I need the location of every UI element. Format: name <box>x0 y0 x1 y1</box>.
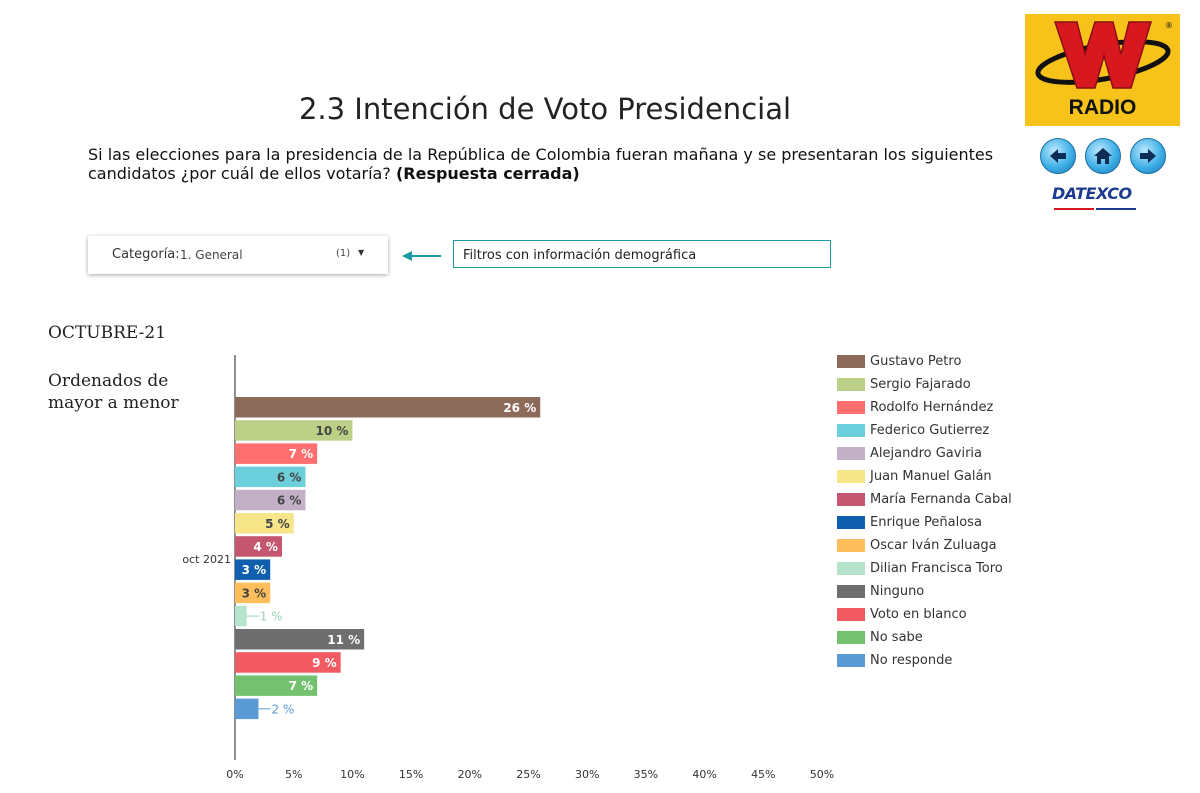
question-body: Si las elecciones para la presidencia de… <box>88 145 994 183</box>
bar-12 <box>235 675 318 696</box>
data-label-7: 3 % <box>242 563 267 577</box>
data-label-8: 3 % <box>242 586 267 600</box>
filter-value: 1. General <box>180 248 243 262</box>
legend-label: No responde <box>870 653 953 668</box>
home-button[interactable] <box>1085 138 1121 174</box>
legend-label: Rodolfo Hernández <box>870 400 994 415</box>
legend-label: María Fernanda Cabal <box>870 492 1012 507</box>
question-text: Si las elecciones para la presidencia de… <box>88 145 1008 183</box>
pointer-arrow-icon <box>402 251 441 261</box>
w-radio-emblem: ® <box>1035 21 1173 89</box>
bar-9 <box>235 605 247 627</box>
filter-count: (1) <box>336 248 351 259</box>
legend-label: Voto en blanco <box>870 607 967 622</box>
legend-label: Gustavo Petro <box>870 354 962 369</box>
legend-swatch <box>837 447 865 460</box>
caret-down-icon: ▼ <box>358 248 365 257</box>
legend-swatch <box>837 470 865 483</box>
annotation-text: Filtros con información demográfica <box>463 248 697 263</box>
legend-swatch <box>837 401 865 414</box>
data-label-3: 6 % <box>277 470 302 484</box>
legend-swatch <box>837 355 865 368</box>
legend-label: Alejandro Gaviria <box>870 446 982 461</box>
legend-label: Enrique Peñalosa <box>870 515 982 530</box>
back-button[interactable] <box>1040 138 1076 174</box>
forward-button[interactable] <box>1130 138 1166 174</box>
data-label-0: 26 % <box>503 401 536 415</box>
question-emphasis: (Respuesta cerrada) <box>395 164 580 183</box>
data-label-12: 7 % <box>289 679 314 693</box>
x-tick-label-6: 30% <box>575 768 599 781</box>
x-tick-label-10: 50% <box>810 768 834 781</box>
x-tick-label-9: 45% <box>751 768 775 781</box>
bar-10 <box>235 629 365 650</box>
legend-swatch <box>837 654 865 667</box>
arrow-right-icon <box>1140 149 1156 163</box>
x-tick-label-5: 25% <box>516 768 540 781</box>
legend-label: Federico Gutierrez <box>870 423 990 438</box>
legend-swatch <box>837 608 865 621</box>
period-label: OCTUBRE-21 <box>48 323 167 343</box>
datexco-logo: DATEXCO <box>1052 184 1162 218</box>
datexco-wordmark: DATEXCO <box>1052 184 1132 203</box>
data-label-9: 1 % <box>260 610 283 624</box>
bar-0 <box>235 397 541 418</box>
svg-text:®: ® <box>1165 21 1173 30</box>
data-label-5: 5 % <box>265 517 290 531</box>
legend-label: Ninguno <box>870 584 925 599</box>
bar-7 <box>235 559 271 580</box>
x-tick-label-4: 20% <box>458 768 482 781</box>
legend-label: Oscar Iván Zuluaga <box>870 538 997 553</box>
bar-5 <box>235 513 294 534</box>
legend-label: Juan Manuel Galán <box>870 469 992 484</box>
bar-8 <box>235 582 271 604</box>
home-icon <box>1094 148 1112 164</box>
data-label-6: 4 % <box>253 540 278 554</box>
datexco-swoosh <box>1054 208 1136 210</box>
legend-swatch <box>837 631 865 644</box>
legend-swatch <box>837 493 865 506</box>
legend-swatch <box>837 562 865 575</box>
data-label-2: 7 % <box>289 447 314 461</box>
sort-note: Ordenados de mayor a menor <box>48 371 179 413</box>
x-tick-label-8: 40% <box>692 768 716 781</box>
legend-label: Sergio Fajarado <box>870 377 971 392</box>
legend-label: Dilian Francisca Toro <box>870 561 1003 576</box>
x-tick-label-2: 10% <box>340 768 364 781</box>
bar-2 <box>235 443 318 464</box>
legend-label: No sabe <box>870 630 923 645</box>
legend-swatch <box>837 378 865 391</box>
data-label-10: 11 % <box>327 633 360 647</box>
filter-annotation: Filtros con información demográfica <box>453 240 831 268</box>
legend-swatch <box>837 585 865 598</box>
legend-swatch <box>837 424 865 437</box>
category-label: oct 2021 <box>182 553 231 566</box>
legend-swatch <box>837 539 865 552</box>
data-label-11: 9 % <box>312 656 337 670</box>
arrow-left-icon <box>1050 149 1066 163</box>
bar-11 <box>235 652 341 673</box>
x-tick-label-1: 5% <box>285 768 302 781</box>
filter-label: Categoría: <box>112 247 180 262</box>
legend-swatch <box>837 516 865 529</box>
bar-13 <box>235 698 259 720</box>
x-tick-label-7: 35% <box>634 768 658 781</box>
data-label-1: 10 % <box>315 424 348 438</box>
bar-3 <box>235 466 306 488</box>
radio-wordmark: RADIO <box>1068 96 1137 119</box>
page-title: 2.3 Intención de Voto Presidencial <box>298 92 792 126</box>
bar-4 <box>235 489 306 511</box>
bar-1 <box>235 420 353 441</box>
category-filter[interactable]: Categoría: 1. General (1) ▼ <box>88 236 388 274</box>
data-label-4: 6 % <box>277 494 302 508</box>
bar-6 <box>235 536 282 557</box>
x-tick-label-0: 0% <box>226 768 243 781</box>
w-radio-logo: ® RADIO <box>1025 14 1180 126</box>
x-tick-label-3: 15% <box>399 768 423 781</box>
data-label-13: 2 % <box>271 702 294 716</box>
